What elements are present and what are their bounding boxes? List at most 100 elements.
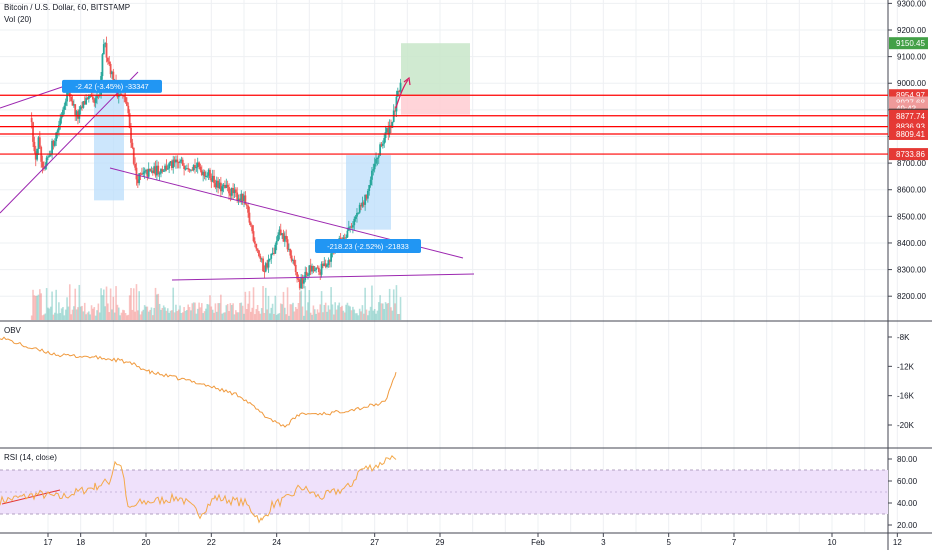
candle-body	[93, 99, 96, 103]
rsi-tick-label: 80.00	[897, 455, 918, 464]
candle-body	[361, 202, 364, 207]
volume-bar	[120, 312, 123, 320]
rsi-trendline[interactable]	[1, 489, 61, 505]
trendline-support[interactable]	[171, 273, 475, 281]
volume-bar	[56, 313, 59, 320]
volume-bar	[184, 310, 187, 320]
candle-body	[309, 265, 312, 272]
volume-bar	[117, 307, 120, 320]
level-price-tag-text: 8809.41	[896, 130, 925, 139]
candle-body	[256, 248, 259, 251]
volume-bar	[311, 314, 313, 320]
candle-body	[77, 111, 79, 119]
volume-bar	[308, 290, 311, 320]
volume-bar	[368, 310, 371, 320]
volume-bar	[160, 309, 162, 320]
candle-body	[251, 225, 254, 232]
volume-bar	[202, 313, 204, 320]
candle-body	[375, 159, 377, 164]
candle-body	[30, 117, 33, 123]
target-zone[interactable]	[401, 43, 470, 96]
volume-bar	[93, 307, 96, 320]
volume-bar	[158, 303, 161, 320]
volume-bar	[233, 314, 236, 320]
volume-bar	[75, 309, 78, 320]
candle-body	[164, 165, 166, 171]
volume-bar	[96, 310, 98, 320]
volume-bar	[108, 312, 111, 320]
volume-bar	[289, 304, 292, 320]
candle-body	[371, 170, 373, 180]
candle-body	[149, 168, 151, 171]
volume-bar	[111, 309, 113, 320]
measure-label[interactable]: -218.23 (-2.52%) -21833	[315, 239, 421, 253]
trendline-rising-wedge-upper[interactable]	[0, 85, 66, 109]
candle-body	[214, 183, 217, 188]
candle-body	[139, 173, 142, 175]
candle-body	[124, 96, 127, 102]
volume-bar	[346, 302, 349, 320]
price-tick-label: 8600.00	[897, 186, 926, 195]
volume-bar	[345, 304, 347, 320]
volume-bar	[43, 314, 45, 320]
price-tick-label: 8700.00	[897, 159, 926, 168]
level-price-tag: 8877.74	[889, 109, 928, 122]
volume-bar	[264, 287, 267, 320]
volume-bar	[377, 302, 380, 320]
projection-arrow	[395, 79, 409, 109]
measure-box[interactable]	[94, 85, 124, 201]
candle-body	[120, 93, 123, 96]
volume-bar	[124, 312, 127, 320]
candle-body	[399, 82, 402, 92]
candle-body	[78, 109, 81, 119]
candle-body	[170, 161, 173, 168]
price-tick-label: 9000.00	[897, 79, 926, 88]
volume-bar	[183, 307, 185, 320]
candle-body	[49, 154, 52, 156]
volume-bar	[94, 315, 97, 320]
volume-bar	[350, 310, 353, 320]
volume-bar	[398, 313, 400, 320]
volume-bar	[143, 305, 146, 320]
candle-body	[356, 212, 358, 217]
candle-body	[47, 156, 49, 158]
candle-body	[194, 165, 196, 168]
volume-bar	[49, 306, 52, 320]
candle-body	[245, 204, 248, 206]
candle-body	[293, 259, 296, 265]
measure-label-bg	[315, 239, 421, 253]
volume-bar	[309, 312, 312, 320]
candle-body	[131, 142, 134, 148]
volume-bar	[180, 313, 183, 320]
candle-body	[175, 159, 177, 163]
candle-body	[308, 265, 311, 276]
volume-bar	[266, 309, 268, 320]
candle-body	[232, 188, 235, 194]
volume-bar	[137, 310, 139, 320]
candle-body	[126, 101, 128, 106]
volume-bar	[34, 295, 37, 320]
candle-body	[109, 63, 112, 75]
volume-bar	[364, 287, 366, 320]
candle-body	[365, 194, 368, 199]
volume-bar	[232, 303, 234, 320]
candle-body	[317, 267, 320, 272]
volume-bar	[220, 294, 222, 320]
volume-bar	[179, 305, 181, 320]
volume-bar	[221, 313, 224, 320]
measure-label-bg	[62, 79, 162, 93]
measure-label-text: -2.42 (-3.45%) -33347	[75, 82, 148, 91]
measure-label[interactable]: -2.42 (-3.45%) -33347	[62, 79, 162, 93]
time-tick-label: 24	[272, 538, 281, 547]
volume-bar	[55, 289, 57, 320]
stop-zone[interactable]	[401, 95, 470, 115]
candle-body	[168, 163, 171, 169]
volume-bar	[215, 311, 218, 320]
price-tick-label: 9100.00	[897, 53, 926, 62]
candle-body	[377, 155, 380, 158]
volume-bar	[342, 310, 345, 320]
level-price-tag-bg	[889, 109, 928, 122]
volume-bar	[156, 294, 158, 320]
volume-bar	[237, 312, 240, 320]
